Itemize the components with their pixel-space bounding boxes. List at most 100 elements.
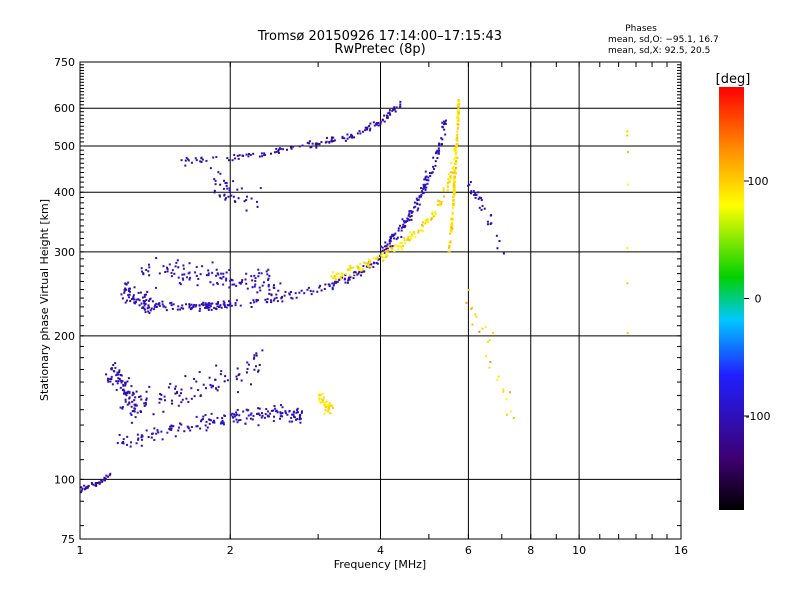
data-point <box>417 231 420 234</box>
data-point <box>233 200 236 203</box>
data-point <box>160 393 163 396</box>
data-point <box>147 263 150 266</box>
data-point <box>420 193 423 196</box>
data-point <box>209 305 212 308</box>
data-point <box>341 135 344 138</box>
data-point <box>288 293 291 296</box>
data-point <box>127 296 130 299</box>
data-point <box>86 486 89 489</box>
data-point <box>233 413 236 416</box>
data-point <box>261 414 264 417</box>
data-point <box>138 396 141 399</box>
data-point <box>420 195 423 198</box>
data-point <box>427 179 430 182</box>
data-point <box>424 219 427 222</box>
data-point <box>333 282 336 285</box>
x-tick-label: 1 <box>77 544 84 557</box>
data-point <box>495 234 498 237</box>
data-point <box>399 105 402 108</box>
data-point <box>169 382 172 385</box>
y-tick-label: 100 <box>54 473 75 486</box>
data-point <box>364 126 367 129</box>
y-tick-label: 300 <box>54 246 75 259</box>
data-point <box>385 254 388 257</box>
data-point <box>207 269 210 272</box>
data-point <box>321 392 324 395</box>
data-point <box>247 414 250 417</box>
data-point <box>219 276 222 279</box>
data-point <box>224 197 227 200</box>
data-point <box>245 272 248 275</box>
data-point <box>204 303 207 306</box>
data-point <box>223 414 226 417</box>
data-point <box>83 488 86 491</box>
data-point <box>196 284 199 287</box>
data-point <box>163 395 166 398</box>
data-point <box>187 272 190 275</box>
data-point <box>446 184 449 187</box>
data-point <box>447 246 450 249</box>
data-point <box>453 177 456 180</box>
data-point <box>268 288 271 291</box>
data-point <box>454 161 457 164</box>
data-point <box>323 412 326 415</box>
data-point <box>166 270 169 273</box>
data-point <box>214 307 217 310</box>
data-point <box>331 288 334 291</box>
data-point <box>400 226 403 229</box>
data-point <box>458 110 461 113</box>
data-point <box>216 305 219 308</box>
data-point <box>104 477 107 480</box>
data-point <box>131 391 134 394</box>
data-point <box>210 412 213 415</box>
data-point <box>443 128 446 131</box>
data-point <box>505 398 508 401</box>
data-point <box>489 361 492 364</box>
data-point <box>232 416 235 419</box>
data-point <box>369 265 372 268</box>
data-point <box>252 152 255 155</box>
data-point <box>121 297 124 300</box>
data-point <box>327 409 330 412</box>
data-point <box>626 331 629 334</box>
data-point <box>177 266 180 269</box>
data-point <box>174 265 177 268</box>
data-point <box>200 420 203 423</box>
data-point <box>180 388 183 391</box>
data-point <box>133 298 136 301</box>
data-point <box>472 190 475 193</box>
data-point <box>416 199 419 202</box>
data-point <box>133 403 136 406</box>
data-point <box>201 418 204 421</box>
data-point <box>474 193 477 196</box>
data-point <box>414 205 417 208</box>
data-point <box>424 176 427 179</box>
data-point <box>105 373 108 376</box>
data-point <box>195 159 198 162</box>
data-point <box>83 484 86 487</box>
data-point <box>182 278 185 281</box>
data-point <box>349 264 352 267</box>
data-point <box>442 123 445 126</box>
data-point <box>450 222 453 225</box>
data-point <box>245 209 248 212</box>
data-point <box>328 283 331 286</box>
data-point <box>270 152 273 155</box>
data-point <box>129 300 132 303</box>
data-point <box>247 152 250 155</box>
data-point <box>426 218 429 221</box>
data-point <box>119 406 122 409</box>
data-point <box>452 187 455 190</box>
data-point <box>278 417 281 420</box>
data-point <box>353 272 356 275</box>
data-point <box>393 106 396 109</box>
data-point <box>413 232 416 235</box>
data-point <box>252 357 255 360</box>
data-point <box>137 298 140 301</box>
data-point <box>404 220 407 223</box>
data-point <box>471 306 474 309</box>
data-point <box>195 380 198 383</box>
data-point <box>331 271 334 274</box>
data-point <box>179 308 182 311</box>
data-point <box>119 379 122 382</box>
